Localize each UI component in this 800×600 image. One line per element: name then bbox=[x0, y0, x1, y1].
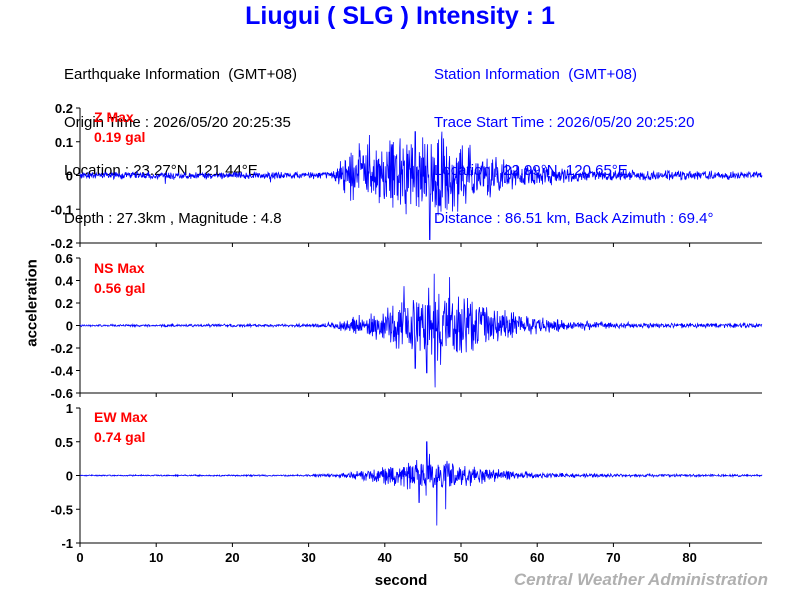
ew-y-tick-label: -1 bbox=[61, 536, 73, 551]
ns-y-tick-label: 0.2 bbox=[55, 296, 73, 311]
earthquake-info-heading: Earthquake Information (GMT+08) bbox=[64, 66, 298, 83]
ns-trace-line bbox=[79, 273, 763, 388]
ew-trace-line bbox=[79, 441, 763, 526]
x-tick-label: 30 bbox=[301, 550, 315, 565]
z-y-tick-label: 0.1 bbox=[55, 135, 73, 150]
x-tick-label: 10 bbox=[149, 550, 163, 565]
ns-y-tick-label: 0.4 bbox=[55, 274, 74, 289]
ew-max-label: EW Max 0.74 gal bbox=[94, 407, 148, 447]
z-y-tick-label: -0.1 bbox=[51, 202, 73, 217]
ew-max-value: 0.74 gal bbox=[94, 429, 146, 445]
z-max-value: 0.19 gal bbox=[94, 129, 146, 145]
x-tick-label: 70 bbox=[606, 550, 620, 565]
y-axis-label: acceleration bbox=[23, 259, 41, 347]
x-tick-label: 40 bbox=[378, 550, 392, 565]
ns-max-title: NS Max bbox=[94, 260, 145, 276]
ns-y-tick-label: -0.2 bbox=[51, 341, 73, 356]
ns-y-tick-label: -0.6 bbox=[51, 386, 73, 401]
z-trace-line bbox=[79, 131, 763, 241]
depth-magnitude: Depth : 27.3km , Magnitude : 4.8 bbox=[64, 210, 282, 227]
earthquake-info: Earthquake Information (GMT+08) Origin T… bbox=[64, 35, 297, 243]
z-y-tick-label: 0 bbox=[66, 169, 73, 184]
ew-y-tick-label: 0.5 bbox=[55, 435, 73, 450]
x-tick-label: 0 bbox=[76, 550, 83, 565]
z-y-tick-label: -0.2 bbox=[51, 236, 73, 251]
ns-y-tick-label: 0 bbox=[66, 319, 73, 334]
chart-title: Liugui ( SLG ) Intensity : 1 bbox=[245, 2, 555, 30]
x-tick-label: 60 bbox=[530, 550, 544, 565]
ns-max-label: NS Max 0.56 gal bbox=[94, 258, 145, 298]
ns-y-tick-label: 0.6 bbox=[55, 251, 73, 266]
x-tick-label: 80 bbox=[682, 550, 696, 565]
station-info-heading: Station Information (GMT+08) bbox=[434, 66, 637, 83]
z-max-title: Z Max bbox=[94, 109, 134, 125]
z-max-label: Z Max 0.19 gal bbox=[94, 107, 145, 147]
ns-max-value: 0.56 gal bbox=[94, 280, 146, 296]
origin-time: Origin Time : 2026/05/20 20:25:35 bbox=[64, 114, 291, 131]
ew-y-tick-label: 1 bbox=[66, 401, 73, 416]
x-axis-label: second bbox=[374, 572, 428, 589]
x-tick-label: 50 bbox=[454, 550, 468, 565]
ew-y-tick-label: 0 bbox=[66, 469, 73, 484]
ns-y-tick-label: -0.4 bbox=[51, 364, 74, 379]
z-y-tick-label: 0.2 bbox=[55, 101, 73, 116]
ew-max-title: EW Max bbox=[94, 409, 148, 425]
trace-start-time: Trace Start Time : 2026/05/20 20:25:20 bbox=[434, 114, 695, 131]
ew-y-tick-label: -0.5 bbox=[51, 502, 73, 517]
x-tick-label: 20 bbox=[225, 550, 239, 565]
distance-azimuth: Distance : 86.51 km, Back Azimuth : 69.4… bbox=[434, 210, 714, 227]
agency-credit: Central Weather Administration bbox=[513, 570, 768, 589]
